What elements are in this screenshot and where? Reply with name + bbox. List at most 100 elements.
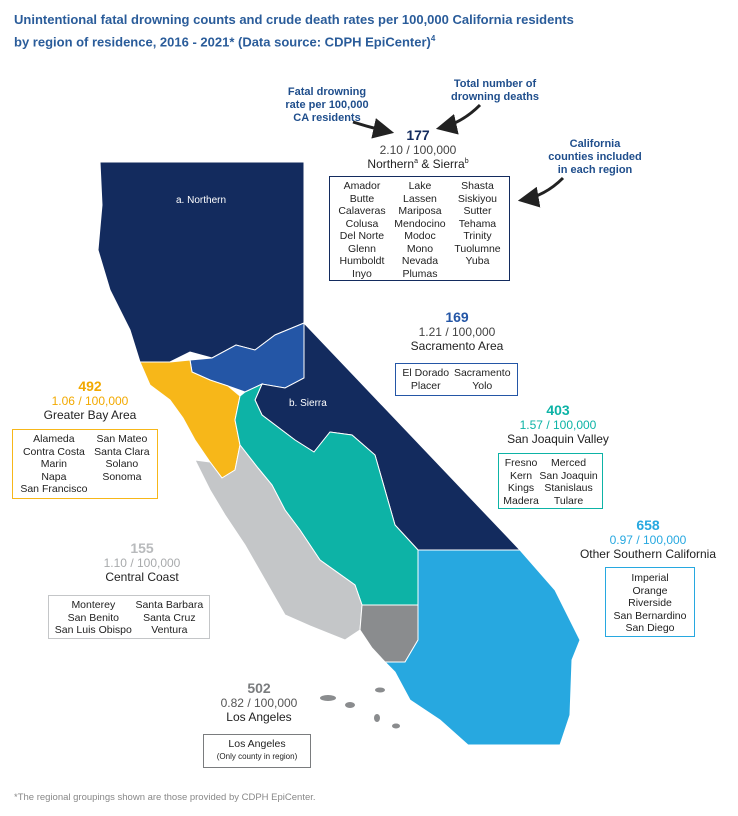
county-column: Shasta Siskiyou Sutter Tehama Trinity Tuolumn… <box>454 180 500 280</box>
county-name: El Dorado <box>402 367 450 379</box>
callout-rate-line: rate per 100,000 <box>285 99 369 111</box>
county-name: Mariposa <box>398 205 442 217</box>
region-rate: 0.82 / 100,000 <box>220 696 298 710</box>
callout-total-line: Total number of <box>453 78 537 90</box>
title-superscript: 4 <box>430 34 436 43</box>
county-name: Tulare <box>553 494 584 507</box>
county-name: (Only county in region) <box>216 751 298 761</box>
county-name: Trinity <box>463 230 492 242</box>
county-box-northern-sierra: Amador Butte Calaveras Colusa Del Norte Glenn… <box>329 176 510 281</box>
region-count: 177 <box>406 127 430 143</box>
region-other-socal <box>383 549 581 746</box>
county-name: Merced <box>551 457 587 469</box>
county-name: Alameda <box>33 433 75 445</box>
region-rate: 1.06 / 100,000 <box>51 394 129 408</box>
region-info-northern-sierra: 177 2.10 / 100,000 Northerna & Sierrab <box>348 127 488 171</box>
county-column: El Dorado Placer <box>402 367 449 392</box>
county-name: Shasta <box>461 180 494 192</box>
county-columns: Monterey San Benito San Luis Obispo Santa B… <box>49 596 209 640</box>
region-count: 658 <box>636 517 660 533</box>
region-rate: 0.97 / 100,000 <box>609 533 687 547</box>
title-line-1: Unintentional fatal drowning counts and … <box>14 12 574 27</box>
county-name: Riverside <box>628 597 672 609</box>
county-box-bay-area: Alameda Contra Costa Marin Napa San Francisc… <box>12 429 158 499</box>
region-count: 403 <box>546 402 570 418</box>
region-rate: 1.10 / 100,000 <box>103 556 181 570</box>
callout-rate-line: CA residents <box>293 112 361 124</box>
callout-counties-line: counties included <box>548 151 642 163</box>
county-name: Lassen <box>403 192 437 205</box>
region-los-angeles <box>359 604 419 663</box>
county-columns: Fresno Kern Kings Madera Merced San Joaquin St… <box>499 454 602 510</box>
county-name: Siskiyou <box>457 192 498 205</box>
county-name: Sacramento <box>453 367 511 379</box>
county-name: Inyo <box>352 267 372 280</box>
county-name: Contra Costa <box>22 445 85 458</box>
county-name: Colusa <box>345 217 379 230</box>
arrow-counties <box>517 176 565 208</box>
county-name: Del Norte <box>339 230 385 242</box>
region-name: Northerna & Sierrab <box>348 157 488 171</box>
county-name: Kings <box>507 482 535 494</box>
channel-islands <box>320 687 400 729</box>
region-info-san-joaquin: 403 1.57 / 100,000 San Joaquin Valley <box>498 402 618 446</box>
county-name: Fresno <box>504 457 538 469</box>
region-count: 169 <box>445 309 469 325</box>
map-label-northern: a. Northern <box>176 195 227 206</box>
county-name: San Benito <box>67 611 120 624</box>
county-name: Ventura <box>151 624 188 636</box>
callout-total-line: drowning deaths <box>451 91 539 103</box>
callout-rate: Fatal drowning rate per 100,000 CA resid… <box>272 86 382 125</box>
region-rate: 2.10 / 100,000 <box>379 143 457 157</box>
region-info-central-coast: 155 1.10 / 100,000 Central Coast <box>80 540 204 584</box>
county-box-other-socal: Imperial Orange Riverside San Bernardino San… <box>605 567 695 637</box>
county-name: Solano <box>105 458 139 470</box>
county-name: Placer <box>410 379 441 392</box>
county-column: San Mateo Santa Clara Solano Sonoma <box>94 433 149 496</box>
region-name-text: Northern <box>367 157 415 171</box>
county-name: Kern <box>509 469 533 482</box>
county-name: Yolo <box>472 379 493 392</box>
county-name: Plumas <box>402 267 438 280</box>
county-name: San Joaquin <box>539 469 598 482</box>
arrow-total <box>435 103 482 135</box>
county-name: Calaveras <box>338 205 386 217</box>
county-column: Lake Lassen Mariposa Mendocino Modoc Mono Neva… <box>394 180 445 280</box>
region-info-other-socal: 658 0.97 / 100,000 Other Southern Califo… <box>576 517 720 561</box>
county-name: Napa <box>41 470 67 483</box>
county-name: San Francisco <box>20 483 88 495</box>
region-name-sup: a <box>414 158 418 165</box>
county-name: Amador <box>343 180 381 192</box>
county-name: Los Angeles <box>228 738 286 750</box>
county-name: Lake <box>408 180 432 192</box>
county-name: Glenn <box>347 242 376 255</box>
county-name: Santa Clara <box>94 445 150 458</box>
county-name: Modoc <box>404 230 436 242</box>
region-count: 492 <box>78 378 102 394</box>
callout-rate-line: Fatal drowning <box>287 86 367 98</box>
county-name: San Bernardino <box>613 609 687 622</box>
county-name: Orange <box>632 584 668 597</box>
region-count: 502 <box>247 680 271 696</box>
county-name: Santa Cruz <box>143 611 196 624</box>
county-columns: Amador Butte Calaveras Colusa Del Norte Glenn… <box>330 177 509 283</box>
county-column: Sacramento Yolo <box>454 367 511 392</box>
county-name: Santa Barbara <box>135 599 204 611</box>
county-name: Yuba <box>465 255 490 267</box>
county-name: Mono <box>406 242 434 255</box>
region-rate: 1.21 / 100,000 <box>418 325 496 339</box>
county-column: Amador Butte Calaveras Colusa Del Norte Glenn… <box>338 180 385 280</box>
county-name: Monterey <box>71 599 116 611</box>
county-column: Santa Barbara Santa Cruz Ventura <box>135 599 203 637</box>
region-name: Other Southern California <box>579 547 717 561</box>
county-box-sacramento: El Dorado Placer Sacramento Yolo <box>395 363 518 396</box>
county-name: Tehama <box>458 217 497 230</box>
county-name: Marin <box>40 458 68 470</box>
region-info-sacramento: 169 1.21 / 100,000 Sacramento Area <box>398 309 516 353</box>
region-name: Central Coast <box>105 570 179 584</box>
county-name: Sonoma <box>102 470 142 483</box>
footnote: *The regional groupings shown are those … <box>14 792 316 803</box>
county-name: Stanislaus <box>544 482 593 494</box>
region-count: 155 <box>130 540 154 556</box>
